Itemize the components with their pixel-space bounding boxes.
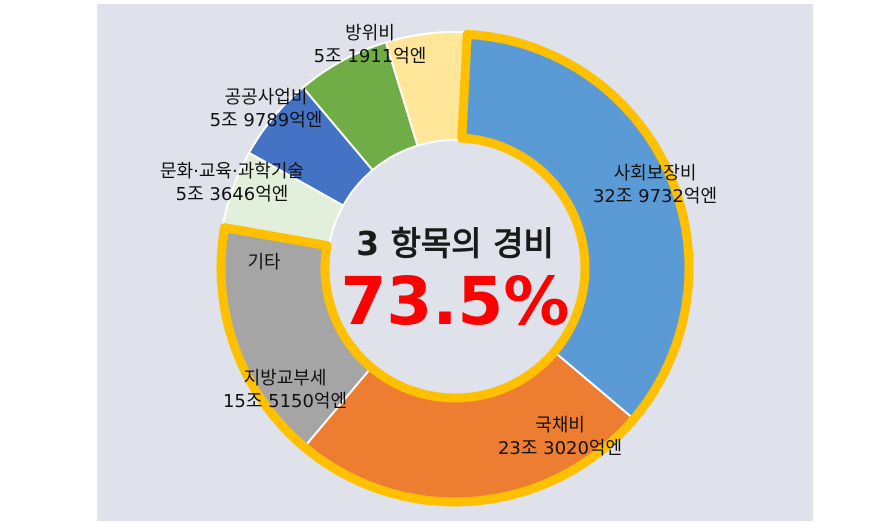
slice-5-name-label: 문화·교육·과학기술 [160,161,304,182]
slice-6-amount-label: 5조 9789억엔 [210,110,323,131]
slice-7-name-label: 방위비 [345,23,395,44]
slice-4-name-label: 기타 [247,252,281,273]
center-title: 3 항목의 경비 [356,224,554,263]
slice-1-name-label: 사회보장비 [614,163,697,184]
center-value: 73.5% [341,263,570,340]
slice-1-amount-label: 32조 9732억엔 [593,186,717,207]
slice-3-amount-label: 15조 5150억엔 [223,391,347,412]
slice-2-name-label: 국채비 [535,415,585,436]
highlight-outline [216,29,694,507]
slice-7-amount-label: 5조 1911억엔 [314,46,427,67]
slice-2-amount-label: 23조 3020억엔 [498,438,622,459]
slice-3-name-label: 지방교부세 [244,368,327,389]
slice-6-name-label: 공공사업비 [225,87,308,108]
slice-5-amount-label: 5조 3646억엔 [176,184,289,205]
